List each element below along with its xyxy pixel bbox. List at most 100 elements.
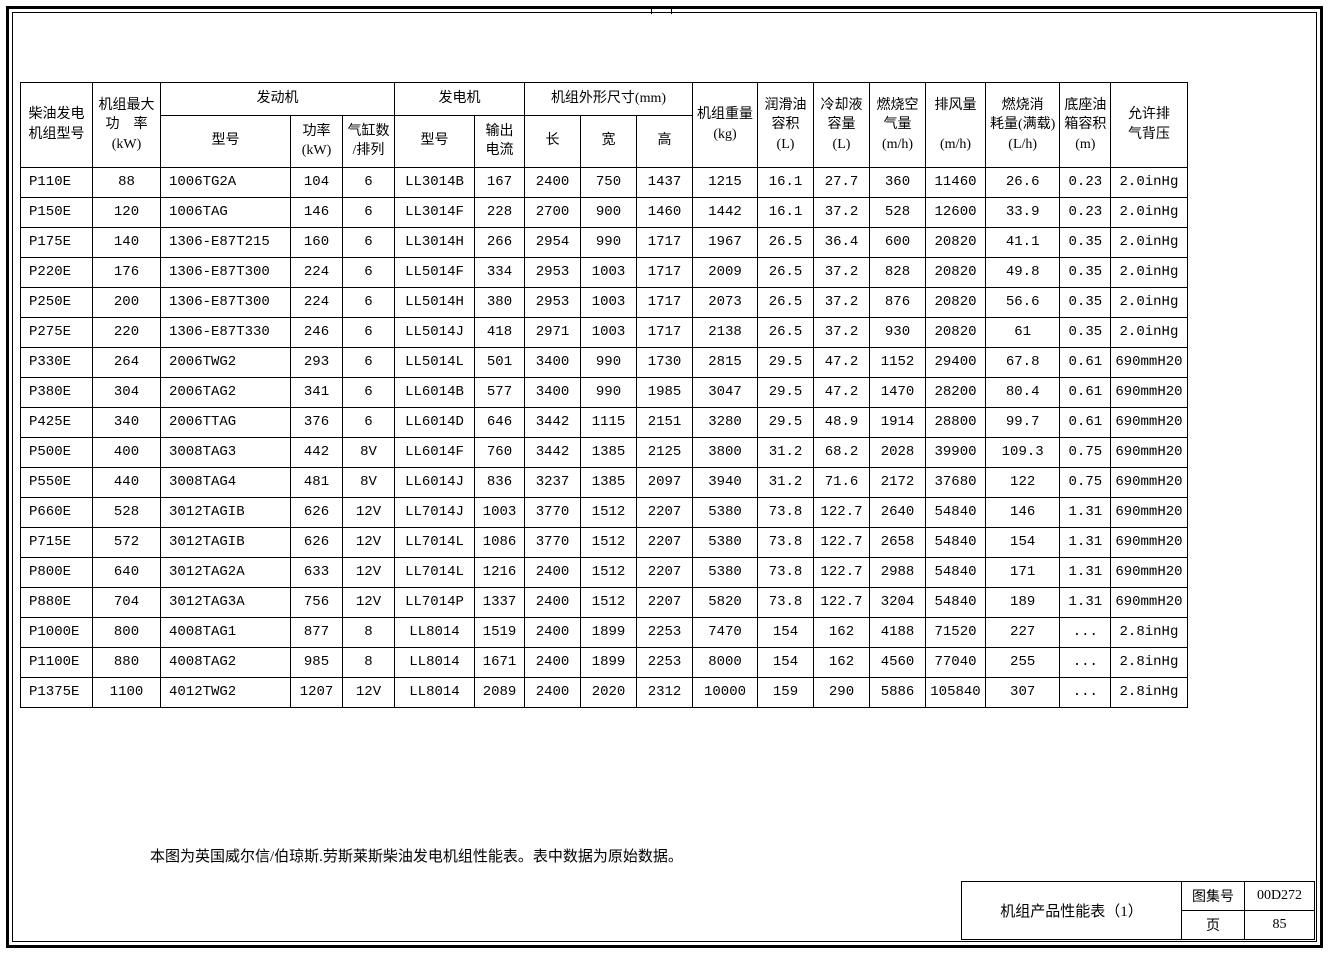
th-exhaust: 排风量(m/h) [926,83,986,168]
table-cell: 120 [93,197,161,227]
table-cell: 224 [291,287,343,317]
table-cell: 1730 [637,347,693,377]
table-cell: 1512 [581,497,637,527]
table-cell: 2400 [525,647,581,677]
table-cell: 8 [343,647,395,677]
table-cell: 105840 [926,677,986,707]
table-cell: 800 [93,617,161,647]
table-cell: P715E [21,527,93,557]
table-cell: 3800 [693,437,758,467]
table-cell: 227 [986,617,1060,647]
table-cell: LL7014P [395,587,475,617]
table-cell: 0.61 [1060,347,1111,377]
table-cell: 2.0inHg [1111,167,1187,197]
table-cell: 704 [93,587,161,617]
table-cell: 2253 [637,617,693,647]
title-block-catalog-label: 图集号 [1182,882,1245,911]
table-cell: 290 [814,677,870,707]
table-cell: 2953 [525,257,581,287]
th-weight: 机组重量(kg) [693,83,758,168]
table-cell: 224 [291,257,343,287]
table-cell: 1115 [581,407,637,437]
table-cell: 0.23 [1060,197,1111,227]
table-cell: 6 [343,287,395,317]
table-cell: 2207 [637,497,693,527]
table-cell: 3047 [693,377,758,407]
table-cell: 2953 [525,287,581,317]
table-cell: 171 [986,557,1060,587]
table-cell: LL3014F [395,197,475,227]
table-cell: 2009 [693,257,758,287]
table-cell: 37.2 [814,197,870,227]
table-cell: 6 [343,377,395,407]
table-cell: 1.31 [1060,497,1111,527]
table-cell: 418 [475,317,525,347]
table-cell: 2815 [693,347,758,377]
table-cell: 77040 [926,647,986,677]
table-cell: LL6014B [395,377,475,407]
table-row: P880E7043012TAG3A75612VLL7014P1337240015… [21,587,1188,617]
table-cell: 2151 [637,407,693,437]
table-cell: 3204 [870,587,926,617]
table-cell: 2988 [870,557,926,587]
table-cell: 20820 [926,287,986,317]
table-cell: 6 [343,197,395,227]
table-cell: 6 [343,317,395,347]
table-cell: LL5014F [395,257,475,287]
table-cell: 26.5 [758,317,814,347]
table-cell: 154 [758,647,814,677]
table-row: P800E6403012TAG2A63312VLL7014L1216240015… [21,557,1188,587]
table-cell: 2006TWG2 [161,347,291,377]
table-cell: 3442 [525,437,581,467]
table-cell: 2.0inHg [1111,317,1187,347]
table-cell: 3442 [525,407,581,437]
table-cell: 1003 [581,257,637,287]
table-row: P715E5723012TAGIB62612VLL7014L1086377015… [21,527,1188,557]
table-cell: 3400 [525,377,581,407]
th-lube: 润滑油容积(L) [758,83,814,168]
table-cell: 341 [291,377,343,407]
table-cell: P275E [21,317,93,347]
table-cell: 990 [581,227,637,257]
table-cell: 68.2 [814,437,870,467]
table-cell: 154 [986,527,1060,557]
th-engine-group: 发动机 [161,83,395,116]
table-cell: 61 [986,317,1060,347]
table-cell: LL3014H [395,227,475,257]
table-cell: 1385 [581,467,637,497]
table-cell: 1100 [93,677,161,707]
table-cell: 572 [93,527,161,557]
table-cell: 577 [475,377,525,407]
table-body: P110E881006TG2A1046LL3014B16724007501437… [21,167,1188,707]
table-cell: 880 [93,647,161,677]
table-row: P1375E11004012TWG2120712VLL8014208924002… [21,677,1188,707]
th-length: 长 [525,115,581,167]
table-cell: P500E [21,437,93,467]
table-cell: 440 [93,467,161,497]
table-cell: LL3014B [395,167,475,197]
table-cell: 20820 [926,257,986,287]
table-cell: 1215 [693,167,758,197]
table-cell: 1.31 [1060,557,1111,587]
table-cell: 481 [291,467,343,497]
spec-table: 柴油发电机组型号 机组最大功 率(kW) 发动机 发电机 机组外形尺寸(mm) … [20,82,1188,708]
table-cell: 1216 [475,557,525,587]
table-cell: 146 [986,497,1060,527]
table-cell: 3012TAG2A [161,557,291,587]
table-cell: P1100E [21,647,93,677]
table-cell: 255 [986,647,1060,677]
table-cell: 2400 [525,557,581,587]
table-cell: 0.35 [1060,287,1111,317]
table-cell: 2020 [581,677,637,707]
table-cell: 73.8 [758,587,814,617]
table-cell: 88 [93,167,161,197]
table-row: P500E4003008TAG34428VLL6014F760344213852… [21,437,1188,467]
table-row: P330E2642006TWG22936LL5014L5013400990173… [21,347,1188,377]
table-cell: 1003 [581,317,637,347]
table-cell: 646 [475,407,525,437]
table-cell: 690mmH20 [1111,557,1187,587]
table-cell: 2400 [525,677,581,707]
table-cell: 5380 [693,497,758,527]
table-cell: 1.31 [1060,527,1111,557]
title-block-page-label: 页 [1182,911,1245,940]
